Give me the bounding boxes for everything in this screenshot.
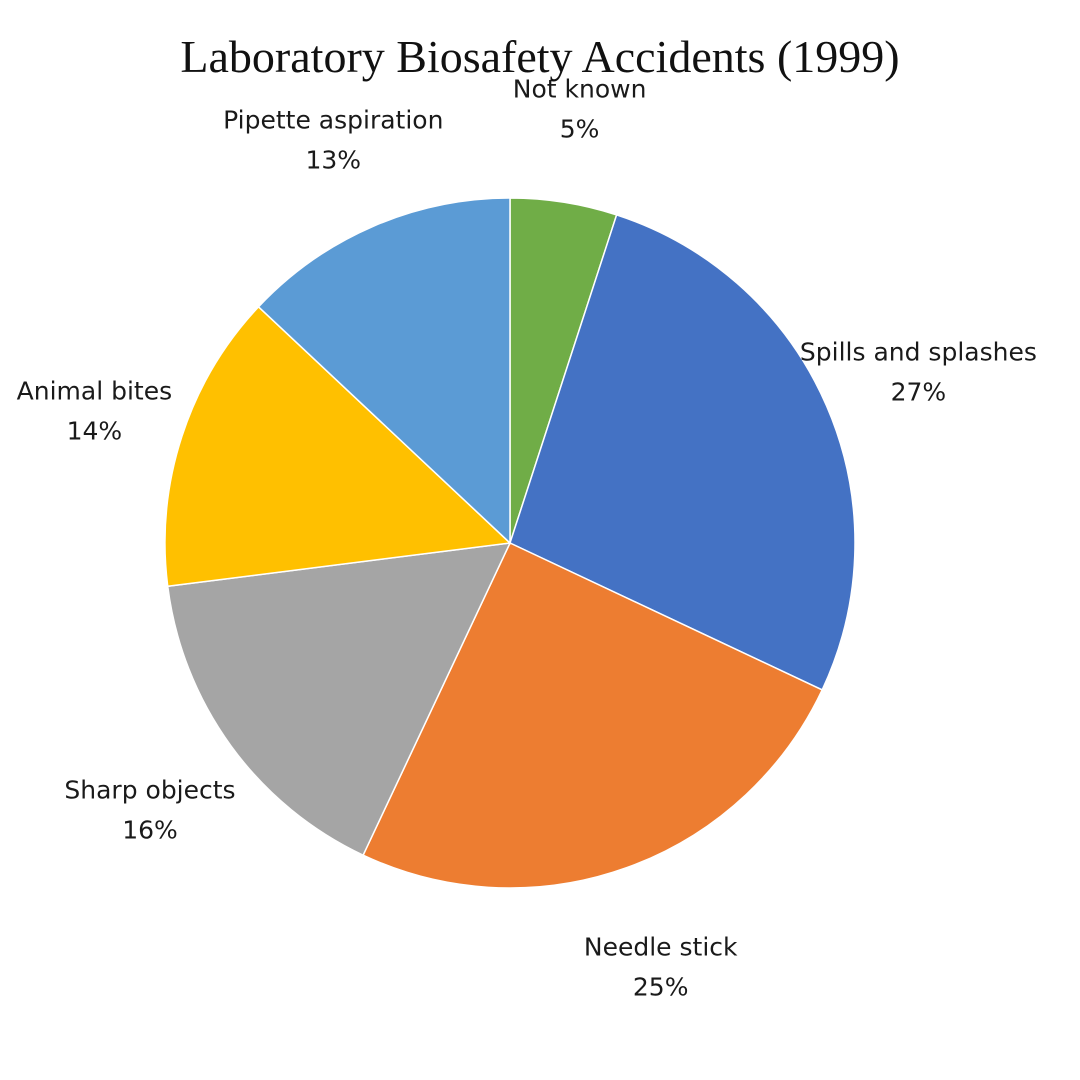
pie-slice-sharp-objects	[166, 542, 512, 857]
pie-value-pipette-aspiration: 13%	[306, 146, 362, 175]
pie-label-animal-bites: Animal bites	[17, 377, 172, 406]
pie-label-sharp-objects: Sharp objects	[64, 776, 235, 805]
pie-labels: Not known 5% Spills and splashes 27% Needle …	[17, 75, 1037, 1002]
pie-value-needle-stick: 25%	[633, 973, 689, 1002]
pie-slice-needle-stick	[362, 542, 824, 889]
pie-value-sharp-objects: 16%	[122, 816, 178, 845]
pie-value-not-known: 5%	[560, 115, 600, 144]
pie-label-not-known: Not known	[513, 75, 647, 104]
pie-value-animal-bites: 14%	[67, 417, 123, 446]
pie-slice-pipette-aspiration	[257, 197, 511, 545]
pie-slice-spills-and-splashes	[509, 213, 856, 691]
chart-title: Laboratory Biosafety Accidents (1999)	[180, 31, 900, 82]
pie-value-spills-and-splashes: 27%	[891, 377, 947, 406]
pie-label-needle-stick: Needle stick	[584, 933, 738, 962]
pie-slice-animal-bites	[164, 305, 512, 588]
pie-label-spills-and-splashes: Spills and splashes	[800, 337, 1037, 366]
pie-slices	[164, 197, 856, 889]
pie-label-pipette-aspiration: Pipette aspiration	[223, 106, 443, 135]
